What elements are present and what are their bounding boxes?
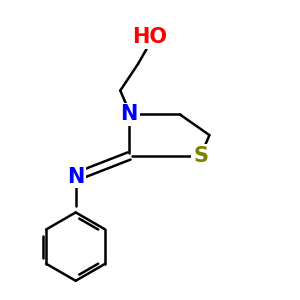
Text: HO: HO	[133, 27, 167, 47]
Text: N: N	[67, 167, 84, 187]
Text: S: S	[193, 146, 208, 166]
Text: N: N	[121, 104, 138, 124]
